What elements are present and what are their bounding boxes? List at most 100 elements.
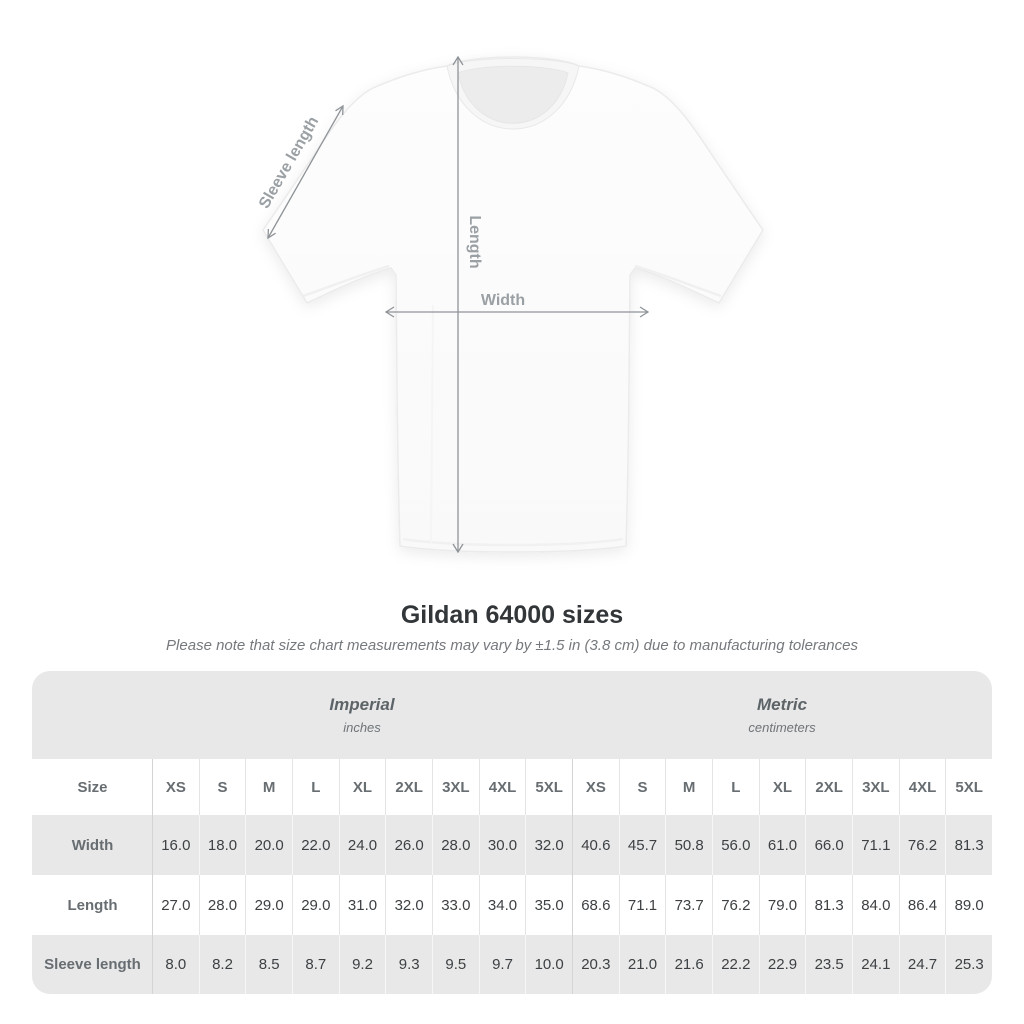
value-cell: 81.3 — [805, 875, 852, 935]
size-header-cell: L — [292, 759, 339, 815]
value-cell: 21.6 — [665, 935, 712, 994]
imperial-unit: inches — [343, 720, 381, 735]
size-header-cell: 3XL — [852, 759, 899, 815]
value-cell: 32.0 — [525, 815, 572, 875]
width-arrow — [384, 306, 650, 318]
value-cell: 24.1 — [852, 935, 899, 994]
value-cell: 71.1 — [618, 875, 666, 935]
size-header-row: Size XS S M L XL 2XL 3XL 4XL 5XL XS S M … — [32, 759, 992, 815]
width-row: Width 16.0 18.0 20.0 22.0 24.0 26.0 28.0… — [32, 815, 992, 875]
value-cell: 30.0 — [478, 815, 526, 875]
value-cell: 20.3 — [572, 935, 619, 994]
value-cell: 24.7 — [898, 935, 946, 994]
value-cell: 29.0 — [245, 875, 292, 935]
size-header-cell: XL — [758, 759, 806, 815]
value-cell: 34.0 — [478, 875, 526, 935]
value-cell: 29.0 — [292, 875, 339, 935]
size-header-cell: S — [618, 759, 666, 815]
row-label: Sleeve length — [44, 956, 141, 973]
row-label: Length — [67, 896, 118, 914]
row-label: Width — [71, 836, 114, 854]
value-cell: 8.7 — [292, 935, 339, 994]
value-cell: 10.0 — [525, 935, 572, 994]
value-cell: 28.0 — [432, 815, 479, 875]
tshirt-image — [262, 56, 764, 553]
value-cell: 8.5 — [245, 935, 292, 994]
value-cell: 27.0 — [152, 875, 199, 935]
value-cell: 56.0 — [712, 815, 759, 875]
size-header-cell: 5XL — [945, 759, 992, 815]
value-cell: 9.3 — [385, 935, 432, 994]
shirt-diagram: Width Length Sleeve length — [256, 55, 764, 554]
size-header-cell: S — [198, 759, 246, 815]
value-cell: 16.0 — [152, 815, 199, 875]
value-cell: 21.0 — [618, 935, 666, 994]
value-cell: 9.5 — [432, 935, 479, 994]
value-cell: 9.7 — [478, 935, 526, 994]
size-header-cell: M — [665, 759, 712, 815]
value-cell: 9.2 — [338, 935, 386, 994]
size-table: Imperial inches Metric centimeters Size … — [32, 671, 992, 994]
value-cell: 50.8 — [665, 815, 712, 875]
value-cell: 22.2 — [712, 935, 759, 994]
value-cell: 79.0 — [758, 875, 806, 935]
metric-label: Metric — [756, 695, 808, 714]
length-row: Length 27.0 28.0 29.0 29.0 31.0 32.0 33.… — [32, 875, 992, 935]
value-cell: 86.4 — [898, 875, 946, 935]
width-label: Width — [481, 292, 525, 309]
value-cell: 68.6 — [572, 875, 619, 935]
value-cell: 32.0 — [385, 875, 432, 935]
size-header-cell: 2XL — [385, 759, 432, 815]
size-header-cell: XS — [152, 759, 199, 815]
value-cell: 71.1 — [852, 815, 899, 875]
size-header-cell: M — [245, 759, 292, 815]
value-cell: 25.3 — [945, 935, 992, 994]
value-cell: 8.2 — [198, 935, 246, 994]
size-column-header: Size — [77, 778, 108, 796]
imperial-label: Imperial — [329, 695, 395, 714]
value-cell: 24.0 — [338, 815, 386, 875]
size-header-cell: XS — [572, 759, 619, 815]
length-arrow — [452, 55, 464, 554]
metric-unit: centimeters — [748, 720, 816, 735]
value-cell: 28.0 — [198, 875, 246, 935]
length-label: Length — [466, 215, 483, 268]
value-cell: 8.0 — [152, 935, 199, 994]
value-cell: 22.9 — [758, 935, 806, 994]
value-cell: 76.2 — [898, 815, 946, 875]
value-cell: 20.0 — [245, 815, 292, 875]
value-cell: 84.0 — [852, 875, 899, 935]
value-cell: 26.0 — [385, 815, 432, 875]
value-cell: 18.0 — [198, 815, 246, 875]
unit-group-imperial: Imperial inches — [152, 695, 572, 735]
size-header-cell: 4XL — [898, 759, 946, 815]
sleeve-length-arrow — [267, 104, 344, 240]
tshirt-measurement-figure: Width Length Sleeve length — [256, 55, 764, 554]
size-header-cell: 3XL — [432, 759, 479, 815]
value-cell: 73.7 — [665, 875, 712, 935]
unit-group-metric: Metric centimeters — [572, 695, 992, 735]
size-header-cell: L — [712, 759, 759, 815]
value-cell: 45.7 — [618, 815, 666, 875]
size-header-cell: 4XL — [478, 759, 526, 815]
value-cell: 76.2 — [712, 875, 759, 935]
size-header-cell: 2XL — [805, 759, 852, 815]
value-cell: 22.0 — [292, 815, 339, 875]
value-cell: 23.5 — [805, 935, 852, 994]
unit-header-band: Imperial inches Metric centimeters — [32, 671, 992, 759]
value-cell: 81.3 — [945, 815, 992, 875]
heading: Gildan 64000 sizes Please note that size… — [0, 600, 1024, 654]
value-cell: 40.6 — [572, 815, 619, 875]
value-cell: 35.0 — [525, 875, 572, 935]
collar-opening — [457, 65, 569, 124]
page-subtitle: Please note that size chart measurements… — [166, 637, 858, 654]
value-cell: 33.0 — [432, 875, 479, 935]
sleeve-length-row: Sleeve length 8.0 8.2 8.5 8.7 9.2 9.3 9.… — [32, 935, 992, 994]
value-cell: 31.0 — [338, 875, 386, 935]
value-cell: 89.0 — [945, 875, 992, 935]
page-title: Gildan 64000 sizes — [400, 601, 624, 629]
size-header-cell: XL — [338, 759, 386, 815]
value-cell: 66.0 — [805, 815, 852, 875]
value-cell: 61.0 — [758, 815, 806, 875]
size-header-cell: 5XL — [525, 759, 572, 815]
